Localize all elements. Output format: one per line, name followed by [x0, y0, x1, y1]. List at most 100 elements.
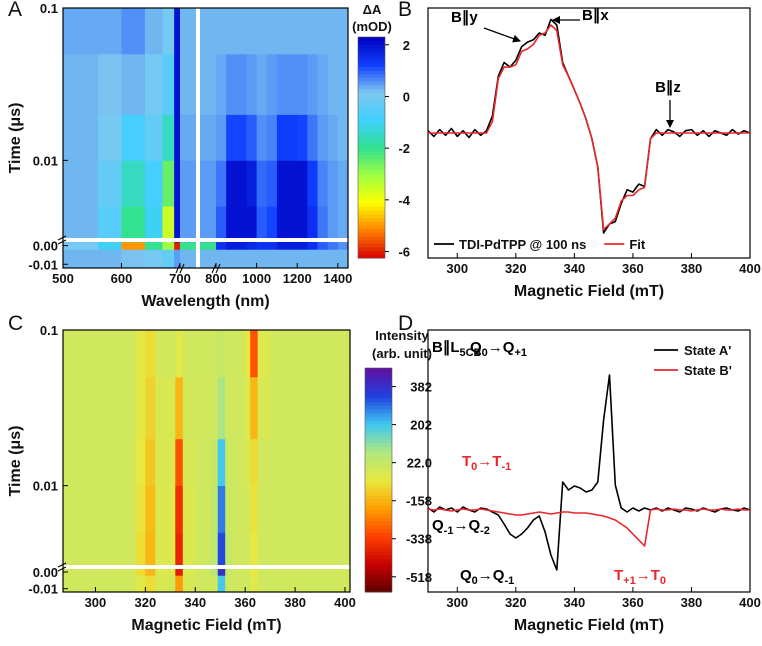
heatmap-cell: [225, 575, 234, 593]
colorbar-tick-label: -6: [398, 245, 410, 260]
colorbar-frame: [357, 36, 386, 259]
x-tick-label: 1200: [283, 271, 312, 286]
heatmap-cell: [162, 249, 175, 269]
heatmap-cell: [170, 376, 176, 440]
heatmap-cell: [170, 438, 176, 487]
x-tick-label: 700: [169, 271, 191, 286]
heatmap-cell: [63, 160, 99, 207]
heatmap-cell: [182, 568, 196, 576]
colorbar-step: [358, 114, 385, 119]
heatmap-cell: [98, 160, 122, 207]
colorbar-step: [358, 48, 385, 53]
colorbar-step: [358, 66, 385, 71]
heatmap-cell: [145, 532, 156, 568]
heatmap-cell: [270, 575, 296, 593]
colorbar-step: [365, 494, 392, 500]
colorbar-step: [365, 502, 392, 507]
colorbar-step: [365, 405, 392, 410]
heatmap-cell: [175, 376, 184, 440]
heatmap-cell: [135, 532, 146, 568]
annotation-text: Q: [432, 517, 444, 534]
heatmap-cell: [170, 532, 176, 568]
x-tick-label: 400: [739, 595, 761, 610]
colorbar-step: [358, 95, 385, 101]
heatmap-cell: [195, 485, 211, 533]
heatmap-cell: [98, 249, 122, 269]
annotation-subscript: +1: [514, 347, 527, 359]
colorbar-step: [358, 118, 385, 123]
heatmap-cell: [121, 53, 146, 115]
heatmap-cell: [216, 160, 227, 207]
colorbar-step: [358, 37, 385, 42]
heatmap-cell: [121, 241, 146, 250]
heatmap-cell: [144, 241, 163, 250]
y-tick-label: 0.00: [33, 239, 58, 254]
heatmap-cell: [216, 8, 227, 55]
colorbar-step: [365, 513, 392, 518]
heatmap-cell: [246, 206, 258, 241]
heatmap-cell: [95, 568, 121, 576]
colorbar-tick-label: 382: [410, 380, 432, 395]
heatmap-cell: [144, 206, 163, 241]
colorbar-step: [358, 232, 385, 237]
heatmap-cell: [120, 532, 136, 568]
break-mark: [57, 562, 67, 568]
heatmap-cell: [63, 241, 99, 250]
heatmap-cell: [276, 8, 288, 55]
heatmap-cell: [337, 249, 349, 269]
heatmap-cell: [195, 575, 211, 593]
colorbar-step: [358, 246, 385, 252]
colorbar-step: [365, 480, 392, 485]
heatmap-cell: [195, 376, 211, 440]
heatmap-cell: [225, 376, 234, 440]
heatmap-cell: [145, 376, 156, 440]
heatmap-cell: [210, 532, 219, 568]
colorbar-step: [365, 573, 392, 578]
colorbar-step: [365, 438, 392, 444]
x-tick-label: 500: [52, 271, 74, 286]
heatmap-cell: [317, 114, 329, 161]
heatmap-cell: [63, 438, 96, 487]
x-tick-label: 300: [446, 595, 468, 610]
colorbar-step: [358, 188, 385, 193]
colorbar-step: [365, 483, 392, 488]
heatmap-cell: [257, 568, 271, 576]
heatmap-cell: [236, 160, 247, 207]
heatmap-cell: [145, 485, 156, 533]
heatmap-cell: [226, 114, 237, 161]
heatmap-cell: [256, 8, 268, 55]
heatmap-cell: [145, 330, 156, 378]
y-tick-label: -0.01: [28, 257, 58, 272]
x-tick-label: 320: [135, 595, 157, 610]
heatmap-cell: [266, 206, 278, 241]
colorbar-step: [358, 136, 385, 141]
heatmap-cell: [236, 249, 247, 269]
heatmap-cell: [95, 330, 121, 378]
heatmap-cell: [162, 8, 175, 55]
colorbar-step: [358, 176, 385, 182]
heatmap-cell: [287, 241, 298, 250]
annotation-text: →Q: [488, 339, 515, 356]
x-tick-label: 360: [234, 595, 256, 610]
x-tick-label: 320: [505, 261, 527, 276]
colorbar-step: [365, 446, 392, 451]
x-tick-label: 400: [334, 595, 356, 610]
heatmap-cell: [121, 8, 146, 55]
colorbar-step: [358, 92, 385, 97]
heatmap-cell: [307, 53, 318, 115]
heatmap-cell: [95, 438, 121, 487]
heatmap-cell: [327, 114, 339, 161]
heatmap-cell: [174, 160, 181, 207]
colorbar-step: [358, 180, 385, 185]
y-tick-label: -0.01: [28, 582, 58, 597]
heatmap-cell: [226, 249, 237, 269]
heatmap-cell: [216, 241, 227, 250]
colorbar-step: [365, 588, 392, 593]
annotation-text: →Q: [478, 567, 505, 584]
colorbar-tick-label: -518: [406, 570, 432, 585]
heatmap-cell: [135, 330, 146, 378]
colorbar-step: [358, 254, 385, 259]
heatmap-cell: [232, 575, 246, 593]
colorbar-step: [358, 129, 385, 134]
heatmap-cell: [63, 8, 99, 55]
